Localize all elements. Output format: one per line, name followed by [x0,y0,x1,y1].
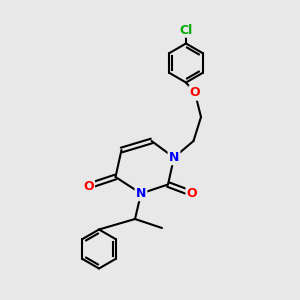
Text: O: O [83,179,94,193]
Text: N: N [169,151,179,164]
Text: O: O [187,187,197,200]
Text: Cl: Cl [179,23,193,37]
Text: N: N [136,187,146,200]
Text: O: O [190,86,200,100]
